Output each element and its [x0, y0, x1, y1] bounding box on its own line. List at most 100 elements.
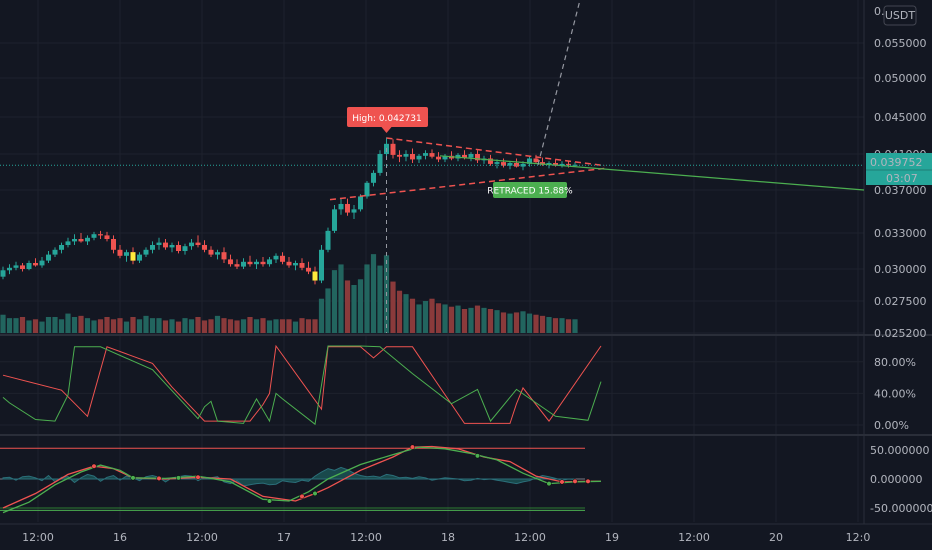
volume-bar [572, 319, 578, 333]
candle-body [7, 267, 12, 271]
candle-body [195, 242, 201, 245]
candle-body [507, 163, 513, 166]
volume-bar [123, 321, 130, 333]
candle-body [429, 153, 435, 157]
candle-body [202, 245, 207, 250]
volume-bar [71, 317, 78, 333]
volume-bar [520, 311, 526, 333]
candle-body [533, 158, 539, 163]
candle-body [26, 263, 32, 269]
currency-label[interactable]: USDT [885, 9, 916, 22]
x-tick-label: 12:0 [846, 531, 871, 544]
candle-body [104, 235, 110, 239]
currency-button[interactable] [883, 5, 917, 26]
candle-body [566, 163, 571, 165]
candle-body [52, 249, 58, 255]
candle-body [325, 230, 331, 250]
volume-bar [208, 319, 214, 333]
candle-body [169, 245, 175, 248]
volume-bar [110, 319, 117, 333]
volume-bar [195, 317, 201, 333]
projection-ray[interactable] [537, 0, 581, 165]
countdown: 03:07 [886, 172, 918, 185]
candle-body [215, 252, 220, 255]
volume-bar [416, 304, 422, 333]
candle-body [98, 234, 103, 236]
volume-bar [279, 319, 286, 333]
y-tick-label: 0.025200 [874, 327, 927, 340]
volume-bar [65, 313, 71, 333]
volume-bar [377, 265, 383, 333]
volume-bar [91, 320, 97, 333]
candle-body [111, 239, 116, 250]
volume-bar [175, 321, 182, 333]
candle-body [358, 196, 363, 210]
candle-body [208, 249, 214, 255]
candle-body [85, 237, 90, 242]
candle-body [13, 265, 19, 268]
candle-body [143, 249, 149, 255]
volume-bar [247, 317, 253, 333]
signal-dot [266, 498, 273, 504]
candle-body [228, 259, 233, 265]
volume-bar [6, 318, 13, 333]
candle-body [247, 261, 253, 265]
candle-body [351, 209, 357, 213]
volume-bar [552, 318, 559, 333]
candle-body [65, 241, 71, 245]
retrace-label-box [493, 182, 567, 198]
candle-body [540, 162, 545, 165]
y-tick-label: 0.037000 [874, 184, 927, 197]
y-tick-label: 0.055000 [874, 37, 927, 50]
support-line[interactable] [329, 167, 606, 201]
current-price: 0.039752 [870, 156, 923, 169]
resistance-line[interactable] [386, 137, 606, 167]
candle-body [293, 263, 298, 266]
candle-body [553, 163, 558, 166]
volume-bar [130, 317, 136, 333]
volume-bar [442, 304, 448, 333]
candle-body [59, 245, 64, 250]
y-tick-label: 0.033000 [874, 227, 927, 240]
volume-bar [266, 320, 273, 333]
volume-bar [84, 318, 91, 333]
candle-body [527, 158, 532, 164]
candle-body [234, 264, 240, 267]
volume-bar [240, 319, 247, 333]
candle-body [0, 270, 6, 277]
x-tick-label: 19 [605, 531, 619, 544]
volume-bar [474, 305, 481, 333]
volume-bar [396, 290, 403, 333]
volume-bar [494, 310, 500, 333]
volume-bar [513, 312, 520, 333]
volume-bar [234, 320, 240, 333]
candle-body [572, 164, 578, 166]
volume-bar [539, 315, 546, 333]
y-tick-label: 0.027500 [874, 295, 927, 308]
candle-body [221, 252, 227, 260]
volume-bar [117, 318, 123, 333]
x-tick-label: 12:00 [22, 531, 54, 544]
candle-body [20, 265, 25, 269]
candle-body [494, 162, 500, 164]
y-tick-label: 0.050000 [874, 72, 927, 85]
volume-bar [338, 264, 344, 333]
volume-bar [32, 319, 39, 333]
osc-tick-label: 0.00% [874, 419, 909, 432]
osc-series-line [2, 344, 602, 424]
candle-body [241, 261, 246, 267]
candle-body [410, 154, 415, 160]
volume-bar [286, 319, 292, 333]
candle-body [72, 239, 77, 242]
candle-body [371, 172, 376, 183]
volume-bar [292, 321, 299, 333]
candle-body [397, 154, 402, 157]
volume-bar [13, 318, 19, 333]
trend-line[interactable] [439, 155, 865, 191]
candle-body [260, 261, 266, 265]
candle-highlight [130, 252, 136, 261]
volume-bar [169, 319, 175, 333]
volume-bar [214, 315, 221, 333]
